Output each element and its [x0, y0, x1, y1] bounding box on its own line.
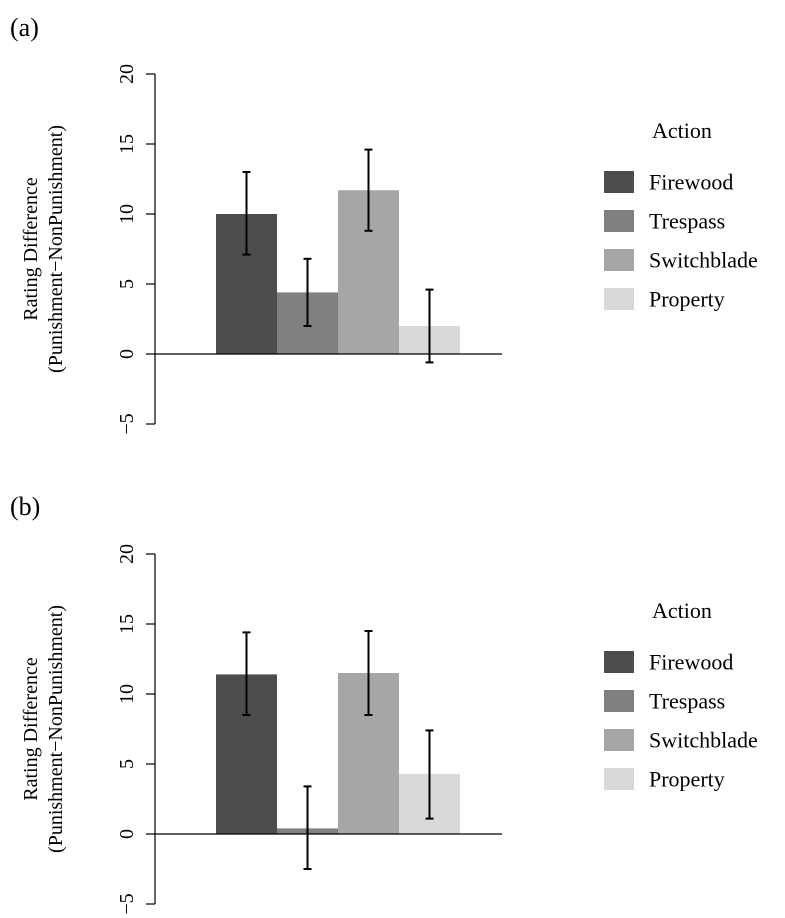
y-tick-label: 10: [116, 204, 138, 224]
y-axis-title: Rating Difference: [20, 657, 42, 801]
y-tick-label: 20: [116, 64, 138, 84]
legend-label-trespass: Trespass: [649, 689, 725, 714]
y-tick-label: 15: [116, 134, 138, 154]
legend-swatch-property: [604, 288, 634, 310]
error-bar-property: [425, 288, 434, 364]
legend-label-switchblade: Switchblade: [649, 728, 758, 753]
legend-label-property: Property: [649, 767, 725, 792]
error-bar-switchblade: [364, 148, 373, 232]
y-tick-label: 20: [116, 544, 138, 564]
legend-label-firewood: Firewood: [649, 650, 733, 675]
error-bar-trespass: [303, 257, 312, 327]
legend: Action Firewood Trespass Switchblade Propert…: [604, 118, 758, 312]
chart-panel-a: (a) −5 0 5 10 15 20 Rating Difference (Punishmen…: [10, 13, 758, 435]
legend-label-switchblade: Switchblade: [649, 248, 758, 273]
y-tick-label: 15: [116, 614, 138, 634]
chart-panel-b: (b) −5 0 5 10 15 20 Rating Difference (Punishmen…: [10, 492, 758, 915]
panel-label: (b): [10, 492, 40, 521]
panel-label: (a): [10, 13, 39, 42]
error-bar-property: [425, 729, 434, 820]
legend-swatch-switchblade: [604, 249, 634, 271]
y-tick-label: −5: [116, 413, 138, 434]
y-tick-label: 0: [116, 349, 138, 359]
legend-swatch-trespass: [604, 210, 634, 232]
y-tick-label: 5: [116, 279, 138, 289]
legend: Action Firewood Trespass Switchblade Propert…: [604, 598, 758, 792]
legend-label-firewood: Firewood: [649, 170, 733, 195]
error-bar-firewood: [242, 631, 251, 716]
legend-label-trespass: Trespass: [649, 209, 725, 234]
y-axis-title: Rating Difference: [20, 177, 42, 321]
error-bar-switchblade: [364, 630, 373, 716]
legend-swatch-trespass: [604, 690, 634, 712]
legend-swatch-property: [604, 768, 634, 790]
error-bar-firewood: [242, 171, 251, 256]
error-bar-trespass: [303, 785, 312, 870]
y-tick-label: 5: [116, 759, 138, 769]
y-tick-label: 10: [116, 684, 138, 704]
legend-label-property: Property: [649, 287, 725, 312]
legend-title: Action: [652, 118, 712, 143]
legend-swatch-switchblade: [604, 729, 634, 751]
legend-swatch-firewood: [604, 651, 634, 673]
y-tick-label: 0: [116, 829, 138, 839]
legend-title: Action: [652, 598, 712, 623]
y-axis-subtitle: (Punishment−NonPunishment): [45, 125, 67, 373]
y-axis-subtitle: (Punishment−NonPunishment): [45, 605, 67, 853]
legend-swatch-firewood: [604, 171, 634, 193]
y-tick-label: −5: [116, 893, 138, 914]
